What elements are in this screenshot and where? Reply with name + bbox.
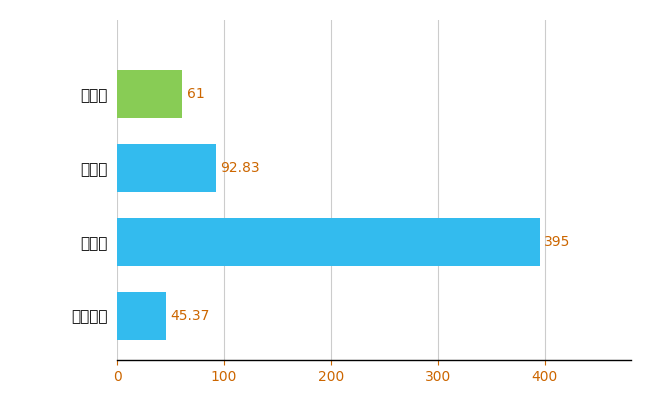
Bar — [117, 292, 166, 340]
Text: 45.37: 45.37 — [170, 309, 209, 323]
Bar — [117, 70, 182, 118]
Text: 61: 61 — [187, 87, 204, 101]
Text: 395: 395 — [544, 235, 570, 249]
Bar — [117, 144, 216, 192]
Bar — [117, 218, 540, 266]
Text: 92.83: 92.83 — [220, 161, 260, 175]
